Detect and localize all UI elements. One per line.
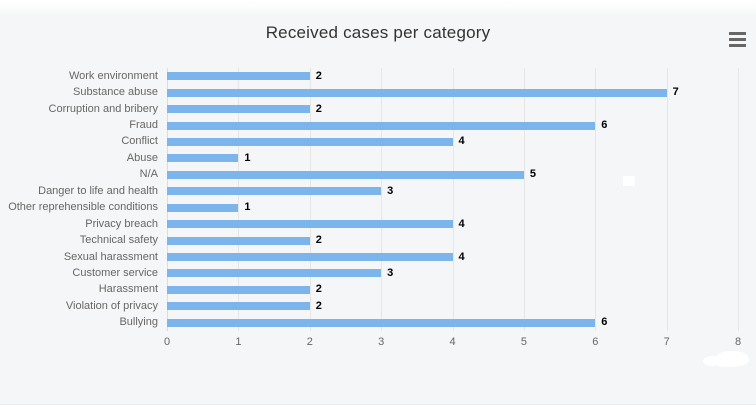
gridline xyxy=(452,68,454,331)
x-axis-tick-label: 4 xyxy=(449,336,456,348)
gridline xyxy=(666,68,668,331)
bar[interactable] xyxy=(167,302,310,311)
bar[interactable] xyxy=(167,253,453,262)
bar[interactable] xyxy=(167,187,382,196)
gridline xyxy=(238,68,240,331)
category-label: Technical safety xyxy=(79,234,158,247)
bar-value-label: 1 xyxy=(244,151,251,164)
bar-row: 2 xyxy=(167,101,738,117)
bar[interactable] xyxy=(167,72,310,81)
bar-value-label: 3 xyxy=(387,266,394,279)
bar-row: 5 xyxy=(167,167,738,183)
bar-value-label: 5 xyxy=(529,168,536,181)
bar-value-label: 2 xyxy=(315,102,322,115)
bar[interactable] xyxy=(167,269,382,278)
bar[interactable] xyxy=(167,88,667,97)
bar-value-label: 1 xyxy=(244,201,251,214)
bar-row: 2 xyxy=(167,232,738,248)
category-label: N/A xyxy=(139,168,158,181)
bar-row: 1 xyxy=(167,150,738,166)
category-label: Abuse xyxy=(126,151,158,164)
chart-title: Received cases per category xyxy=(265,23,491,42)
bar-value-label: 4 xyxy=(458,250,465,263)
category-label: Danger to life and health xyxy=(38,184,158,197)
bar[interactable] xyxy=(167,220,453,229)
bar-value-label: 3 xyxy=(387,184,394,197)
bar-row: 3 xyxy=(167,183,738,199)
bar-value-label: 6 xyxy=(601,316,608,329)
x-axis-tick-label: 5 xyxy=(520,336,527,348)
x-axis-tick-label: 0 xyxy=(163,336,171,348)
hamburger-icon xyxy=(728,31,746,48)
bar[interactable] xyxy=(167,105,310,114)
category-label: Work environment xyxy=(68,69,158,82)
bar-row: 4 xyxy=(167,216,738,232)
category-label: Sexual harassment xyxy=(63,250,158,263)
bar-value-label: 2 xyxy=(315,283,322,296)
bar-row: 1 xyxy=(167,200,738,216)
category-label: Corruption and bribery xyxy=(48,102,158,115)
bar-row: 2 xyxy=(167,68,738,84)
bar[interactable] xyxy=(167,285,310,294)
plot-area: 2 7 2 6 4 1 5 3 1 4 2 4 3 2 2 6 xyxy=(167,68,739,331)
gridline xyxy=(167,68,168,331)
category-label: Customer service xyxy=(72,266,158,279)
gridline xyxy=(595,68,597,331)
bar-row: 6 xyxy=(167,117,738,133)
bar-value-label: 2 xyxy=(315,299,322,312)
x-axis: 0 1 2 3 4 5 6 7 8 xyxy=(163,331,742,353)
bar-row: 3 xyxy=(167,265,738,281)
bar-value-label: 2 xyxy=(315,234,322,247)
white-blob-artifact xyxy=(703,351,749,367)
category-label: Conflict xyxy=(121,135,158,148)
x-axis-tick-label: 6 xyxy=(592,336,599,348)
bar[interactable] xyxy=(167,154,239,163)
x-axis-tick-label: 7 xyxy=(663,336,670,348)
bar-row: 2 xyxy=(167,298,738,314)
x-axis-tick-label: 3 xyxy=(378,336,385,348)
category-label: Substance abuse xyxy=(72,86,158,99)
category-label: Harassment xyxy=(98,283,158,296)
gridline xyxy=(309,68,311,331)
bar-value-label: 6 xyxy=(601,119,608,132)
bar-row: 4 xyxy=(167,249,738,265)
category-axis-labels: Work environment Substance abuse Corruptio… xyxy=(0,68,167,331)
x-axis-tick-label: 8 xyxy=(734,336,742,348)
gridlines xyxy=(167,68,739,331)
gridline xyxy=(381,68,383,331)
bar[interactable] xyxy=(167,203,239,212)
bar[interactable] xyxy=(167,170,524,179)
category-label: Violation of privacy xyxy=(65,299,158,312)
x-axis-tick-label: 1 xyxy=(235,336,242,348)
category-label: Fraud xyxy=(129,119,158,132)
bar-row: 2 xyxy=(167,282,738,298)
bar[interactable] xyxy=(167,121,596,130)
gridline xyxy=(523,68,525,331)
bar[interactable] xyxy=(167,137,453,146)
category-label: Other reprehensible conditions xyxy=(8,201,158,214)
bar-value-label: 4 xyxy=(458,217,465,230)
gridline xyxy=(738,68,739,331)
plot-rows: 2 7 2 6 4 1 5 3 1 4 2 4 3 2 2 6 xyxy=(167,68,738,331)
bar-value-label: 4 xyxy=(458,135,465,148)
x-axis-tick-label: 2 xyxy=(306,336,313,348)
bar-value-label: 2 xyxy=(315,69,322,82)
bar-row: 7 xyxy=(167,84,738,100)
bar-row: 4 xyxy=(167,134,738,150)
export-menu-button[interactable] xyxy=(725,29,749,50)
bar[interactable] xyxy=(167,236,310,245)
white-square-artifact xyxy=(623,176,635,186)
bar-row: 6 xyxy=(167,315,738,331)
category-label: Bullying xyxy=(119,316,158,329)
bar-value-label: 7 xyxy=(672,86,679,99)
bar[interactable] xyxy=(167,318,596,327)
category-label: Privacy breach xyxy=(85,217,158,230)
